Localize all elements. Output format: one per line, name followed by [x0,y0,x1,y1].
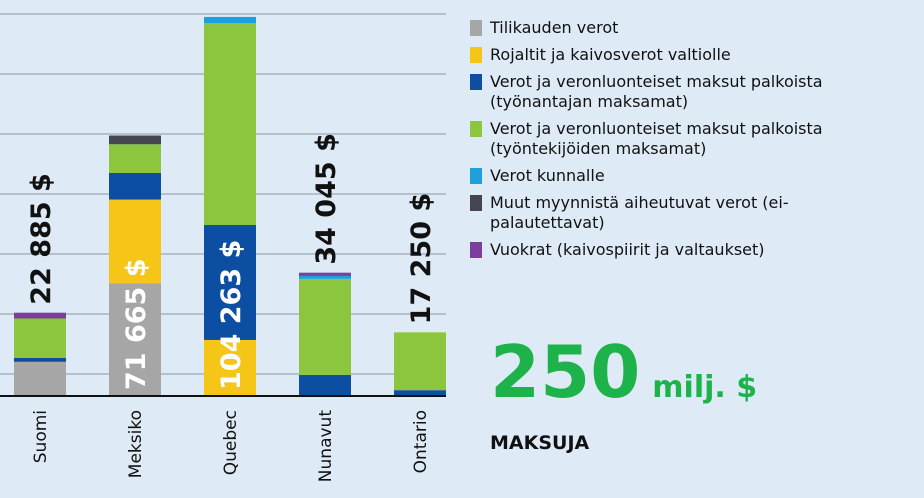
legend-label: Tilikauden verot [490,18,619,37]
total-label: 34 045 $ [311,133,342,265]
bar-segment [299,275,351,279]
total-label: 22 885 $ [26,173,57,305]
x-tick-label: Nunavut [316,410,336,483]
legend-swatch [470,242,482,258]
bar-segment [109,144,161,173]
legend-swatch [470,20,482,36]
legend-swatch [470,74,482,90]
summary-unit: milj. $ [652,370,758,405]
legend-item: Rojaltit ja kaivosverot valtiolle [470,45,890,65]
legend-swatch [470,47,482,63]
summary: 250 milj. $ [490,330,757,414]
legend-label: Verot ja veronluonteiset maksut palkoist… [490,119,823,158]
summary-label: MAKSUJA [490,432,590,454]
legend: Tilikauden verot Rojaltit ja kaivosverot … [470,18,910,267]
bar-segment [109,199,161,284]
total-label: 17 250 $ [406,193,437,325]
bar-segment [394,332,446,391]
x-tick-label: Quebec [221,410,241,475]
legend-swatch [470,195,482,211]
legend-swatch [470,168,482,184]
legend-swatch [470,121,482,137]
bar-segment [204,225,256,340]
bar-segment [299,278,351,375]
legend-label: Rojaltit ja kaivosverot valtiolle [490,45,731,64]
bar-segment [204,339,256,396]
x-tick-label: Ontario [411,410,431,473]
legend-label: Vuokrat (kaivospiirit ja valtaukset) [490,240,765,259]
bar-segment [109,135,161,145]
bar-segment [14,357,66,362]
legend-item: Verot ja veronluonteiset maksut palkoist… [470,72,890,112]
total-label: 104 263 $ [216,240,247,390]
bar-segment [204,16,256,24]
bar-segment [299,272,351,276]
legend-item: Muut myynnistä aiheutuvat verot (ei-pala… [470,193,890,233]
legend-item: Verot ja veronluonteiset maksut palkoist… [470,119,890,159]
summary-value: 250 [490,330,641,414]
bar-segment [14,361,66,396]
x-tick-label: Meksiko [126,410,146,478]
legend-label: Verot kunnalle [490,166,605,185]
bar-segment [204,23,256,226]
bar-segment [109,283,161,396]
bar-segment [299,374,351,396]
bar-segment [394,390,446,396]
legend-label: Verot ja veronluonteiset maksut palkoist… [490,72,823,111]
x-tick-label: Suomi [31,410,51,463]
legend-item: Tilikauden verot [470,18,890,38]
bar-segment [109,172,161,200]
bar-segment [14,312,66,319]
legend-item: Vuokrat (kaivospiirit ja valtaukset) [470,240,890,260]
total-label: 71 665 $ [121,258,152,390]
legend-label: Muut myynnistä aiheutuvat verot (ei-pala… [490,193,789,232]
legend-item: Verot kunnalle [470,166,890,186]
bar-segment [14,318,66,358]
